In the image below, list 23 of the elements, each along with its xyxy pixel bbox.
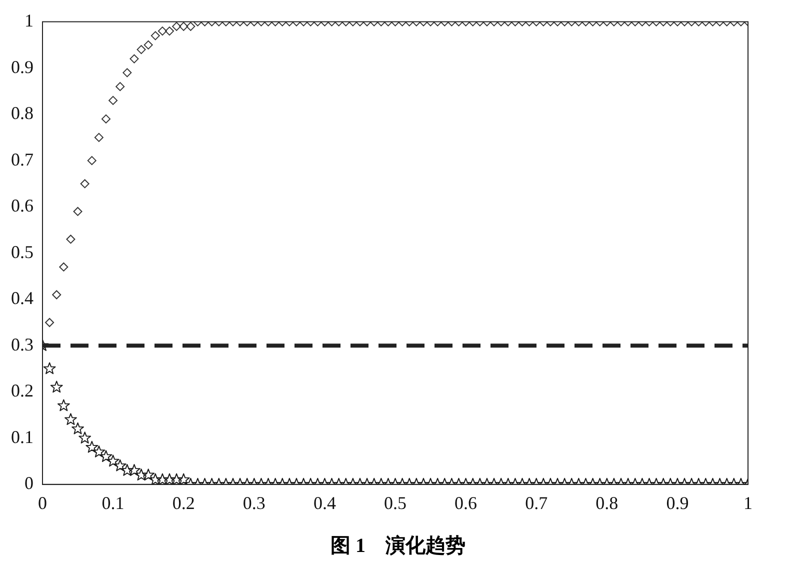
y-tick-label: 0.2 [11, 380, 34, 401]
x-tick-label: 0.8 [596, 492, 618, 513]
y-tick-label: 0.1 [11, 426, 34, 447]
x-tick-label: 0.1 [102, 492, 124, 513]
y-tick-label: 0.9 [11, 56, 34, 77]
y-tick-label: 0.3 [11, 334, 34, 354]
x-tick-label: 0.2 [172, 492, 195, 513]
x-tick-label: 0.7 [525, 492, 548, 513]
x-tick-label: 0.9 [666, 492, 689, 513]
y-tick-label: 1 [24, 10, 34, 31]
x-tick-label: 0.5 [384, 492, 406, 513]
x-tick-label: 0.6 [454, 492, 478, 513]
y-tick-label: 0.5 [11, 242, 34, 262]
x-tick-label: 0.4 [313, 492, 336, 513]
caption: 图 1 演化趋势 [330, 534, 466, 559]
x-tick-label: 0.3 [242, 492, 266, 513]
y-tick-label: 0 [24, 473, 34, 494]
y-tick-label: 0.7 [11, 149, 34, 170]
x-tick-label: 0 [38, 492, 47, 513]
y-tick-label: 0.4 [11, 288, 34, 308]
x-tick-label: 1 [744, 492, 752, 513]
y-tick-label: 0.8 [11, 103, 34, 124]
y-tick-label: 0.6 [11, 196, 34, 216]
